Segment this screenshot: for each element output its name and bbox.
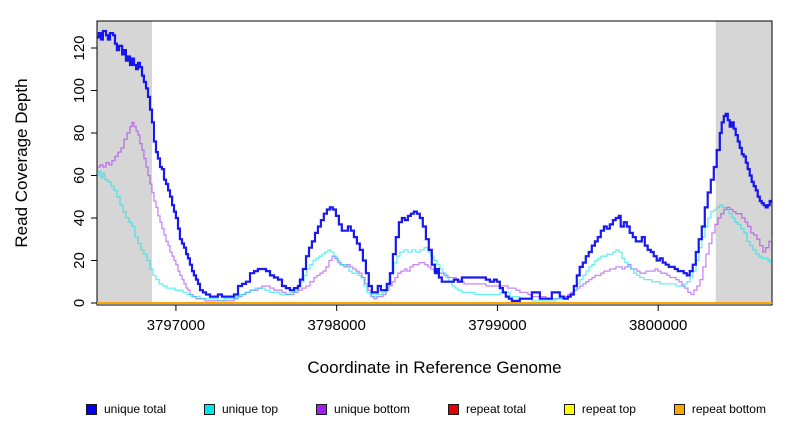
x-tick-label: 3799000 [468, 317, 526, 334]
legend-swatch-icon [86, 403, 97, 415]
legend-swatch-icon [315, 403, 327, 415]
legend-label: repeat total [465, 402, 526, 416]
masked-region-left [97, 21, 152, 304]
x-tick-label: 3797000 [147, 317, 205, 334]
y-tick-label: 80 [71, 125, 88, 142]
legend-label: repeat bottom [691, 402, 766, 416]
legend-swatch-icon [563, 403, 575, 415]
y-tick-label: 60 [71, 167, 88, 184]
legend-label: unique total [104, 402, 167, 416]
legend-item-unique-total: unique total [86, 402, 166, 416]
series-line-unique-total [97, 29, 772, 302]
legend-item-repeat-bottom: repeat bottom [673, 402, 766, 416]
legend-swatch-icon [447, 403, 459, 415]
y-tick-label: 100 [71, 78, 88, 103]
y-tick-label: 40 [71, 210, 88, 227]
y-tick-label: 120 [71, 35, 88, 60]
y-axis-title: Read Coverage Depth [12, 78, 31, 248]
legend-swatch-icon [203, 403, 215, 415]
legend: unique total unique top unique bottom repea… [86, 398, 766, 420]
legend-item-unique-top: unique top [203, 402, 279, 416]
y-tick-label: 20 [71, 252, 88, 269]
legend-label: unique top [221, 402, 279, 416]
series-line-unique-bottom [97, 121, 772, 302]
x-tick-label: 3800000 [629, 317, 687, 334]
legend-label: repeat top [581, 402, 636, 416]
legend-label: unique bottom [333, 402, 411, 416]
legend-item-repeat-top: repeat top [563, 402, 636, 416]
y-tick-label: 0 [71, 299, 88, 307]
legend-swatch-icon [673, 403, 685, 415]
series-line-unique-top [97, 170, 772, 302]
masked-region-right [715, 21, 772, 304]
legend-item-unique-bottom: unique bottom [315, 402, 411, 416]
x-axis-title: Coordinate in Reference Genome [307, 358, 562, 377]
x-tick-label: 3798000 [307, 317, 365, 334]
legend-item-repeat-total: repeat total [447, 402, 526, 416]
plot-box [96, 20, 773, 306]
